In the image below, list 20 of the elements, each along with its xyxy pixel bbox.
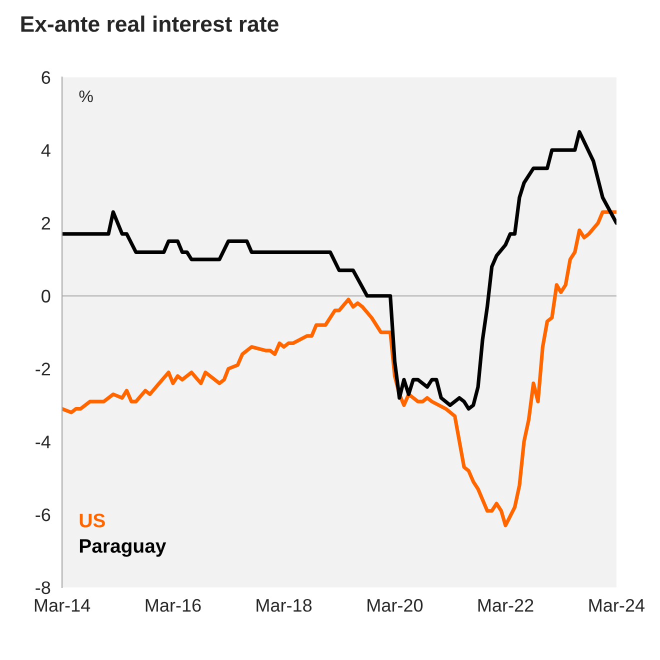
- x-tick-label: Mar-24: [589, 598, 645, 612]
- line-series: [62, 210, 616, 528]
- y-tick-label: -2: [36, 362, 50, 376]
- x-tick-label: Mar-16: [146, 598, 201, 612]
- text: Paraguay: [80, 539, 166, 557]
- line-series: [62, 130, 616, 411]
- chart-title: Ex-ante real interest rate: [21, 16, 278, 32]
- y-tick-label: 2: [42, 216, 50, 230]
- y-tick-label: 6: [42, 71, 50, 84]
- y-axis-title: %: [79, 90, 93, 102]
- y-tick-label: 0: [42, 290, 50, 303]
- y-tick-label: -6: [36, 508, 50, 522]
- y-tick-label: -4: [36, 436, 50, 448]
- x-tick-label: Mar-18: [256, 598, 312, 612]
- y-tick-label: 4: [41, 144, 50, 157]
- text: US: [80, 514, 105, 528]
- y-tick-label: -8: [36, 581, 50, 594]
- x-tick-label: Mar-20: [368, 598, 423, 612]
- x-tick-label: Mar-14: [34, 599, 90, 612]
- x-tick-label: Mar-22: [478, 598, 534, 612]
